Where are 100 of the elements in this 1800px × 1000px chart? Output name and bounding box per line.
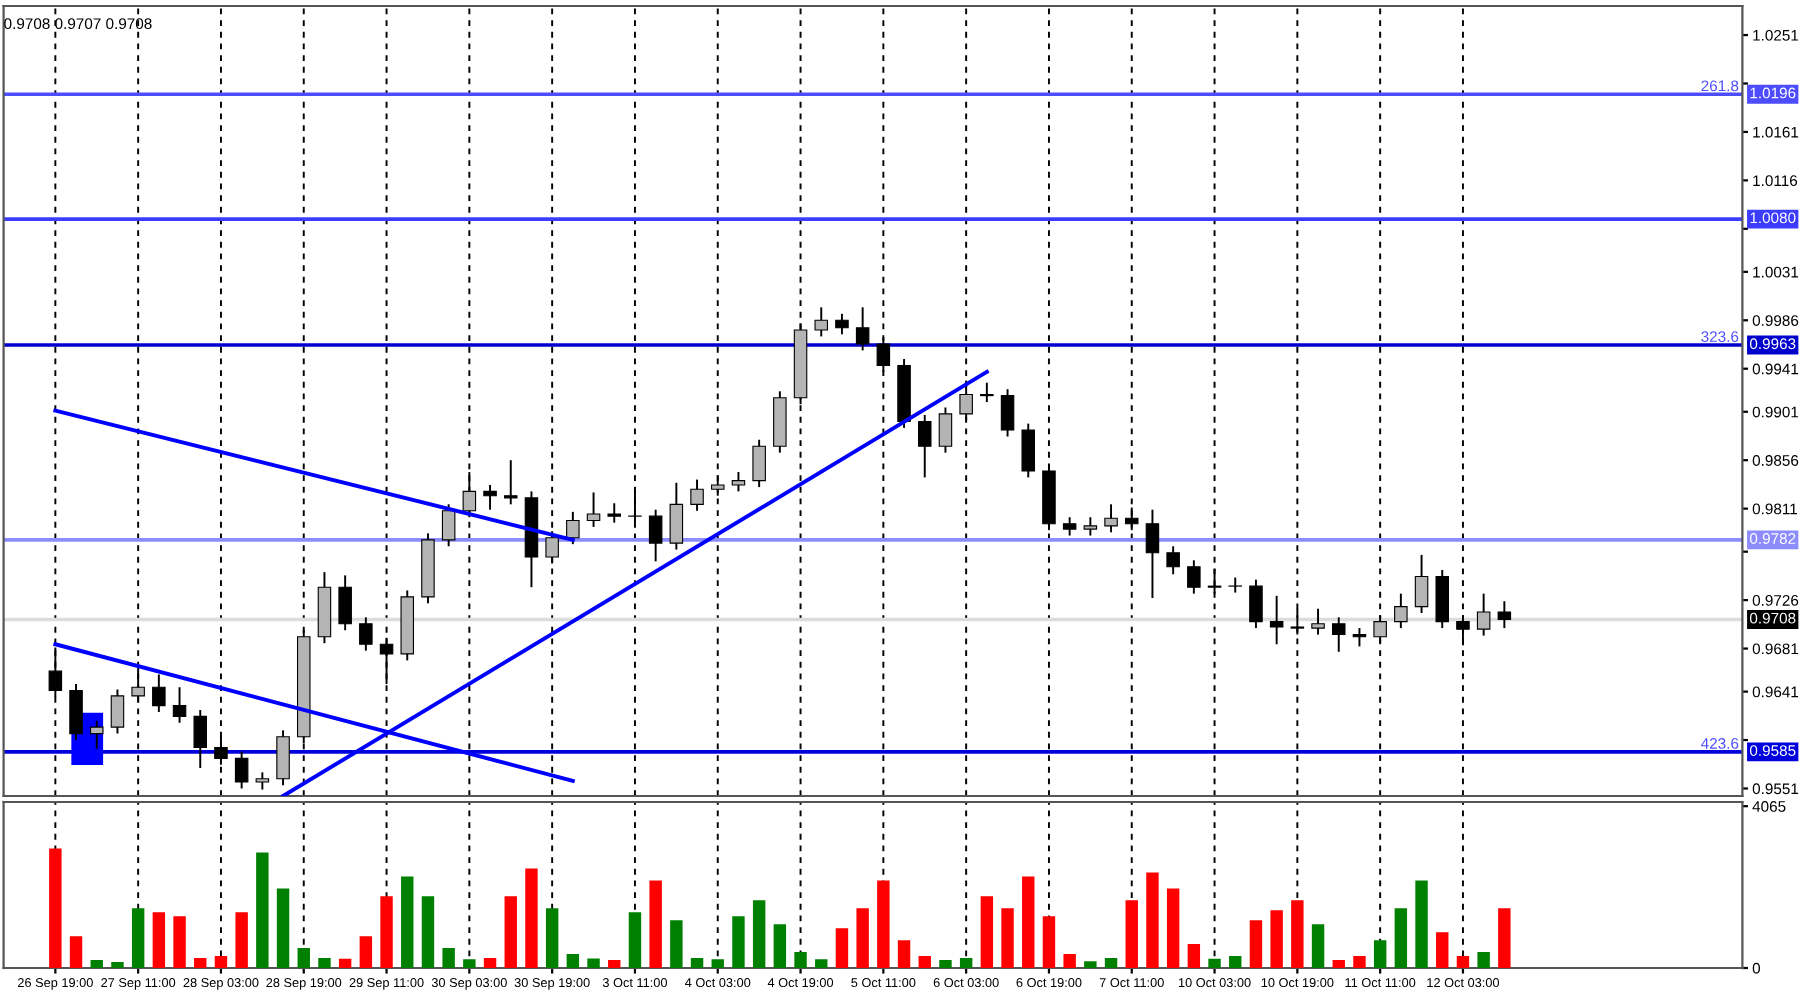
candlestick [917, 414, 932, 479]
bar [587, 958, 600, 968]
bar [69, 936, 83, 968]
candlestick [89, 719, 104, 750]
bar [1373, 940, 1387, 968]
bar [545, 908, 559, 968]
bar [1104, 958, 1118, 968]
candlestick [193, 708, 208, 769]
bar [1249, 920, 1263, 968]
bar [1063, 954, 1076, 968]
candlestick [1187, 559, 1201, 595]
bar [256, 852, 269, 968]
candlestick [586, 491, 601, 528]
candlestick [483, 483, 497, 511]
candlestick [338, 574, 352, 632]
bar [1436, 932, 1449, 968]
bar [194, 958, 207, 968]
bar [1332, 960, 1345, 968]
candlestick [441, 503, 456, 548]
bar [690, 958, 704, 968]
bar [504, 896, 517, 968]
candlestick [566, 510, 580, 546]
bar [1187, 944, 1201, 968]
candlestick [1435, 569, 1450, 630]
candlestick [690, 478, 704, 512]
bar [897, 940, 911, 968]
candlestick [1269, 594, 1284, 646]
bar [1415, 880, 1428, 968]
bar [49, 848, 62, 968]
bar [649, 880, 662, 968]
bar [877, 880, 890, 968]
candlestick [1000, 388, 1015, 438]
bar [276, 888, 290, 968]
candlestick [1104, 503, 1118, 534]
bar [1456, 956, 1470, 968]
candlestick [855, 306, 870, 352]
candlestick [172, 686, 187, 724]
bar [1498, 908, 1511, 968]
bar [608, 960, 621, 968]
bar [235, 912, 248, 968]
bar [918, 956, 931, 968]
candlestick [1352, 627, 1367, 648]
candlestick [1497, 600, 1512, 630]
candlestick [648, 508, 663, 563]
candlestick [1476, 592, 1491, 637]
bar [525, 868, 538, 968]
candlestick [835, 312, 849, 336]
bar [1001, 908, 1014, 968]
bar [959, 958, 973, 968]
bar [214, 956, 228, 968]
bar [1229, 956, 1242, 968]
bar [173, 916, 186, 968]
bar [1477, 952, 1490, 968]
bar [442, 948, 455, 968]
bar [939, 960, 952, 968]
bar [1353, 956, 1366, 968]
bar [1394, 908, 1408, 968]
candlestick [1414, 553, 1429, 614]
bar [732, 916, 745, 968]
bar [338, 958, 352, 968]
bar [483, 958, 497, 968]
candlestick [1249, 578, 1263, 630]
bar [1208, 958, 1221, 968]
candlestick [276, 729, 290, 787]
bar [401, 876, 414, 968]
bar [711, 959, 724, 968]
candlestick [359, 616, 373, 652]
candlestick [1021, 422, 1036, 479]
candlestick [1083, 516, 1098, 537]
bar [980, 896, 994, 968]
candlestick [1166, 545, 1180, 576]
bar [318, 958, 331, 968]
bar [1270, 910, 1283, 968]
candlestick [1311, 607, 1325, 636]
candlestick [731, 471, 746, 493]
bar [421, 896, 435, 968]
bar [1022, 876, 1035, 968]
candlestick [1394, 592, 1408, 630]
candlestick [1062, 516, 1077, 537]
bar [111, 962, 124, 968]
bar [794, 952, 807, 968]
candlestick [1331, 616, 1346, 653]
bar [152, 912, 166, 968]
candlestick [814, 306, 829, 338]
bar [1084, 961, 1097, 968]
bar [773, 924, 787, 968]
candlestick [1124, 506, 1139, 532]
bar [131, 908, 145, 968]
candlestick [110, 688, 125, 735]
candlestick [503, 459, 518, 506]
bar [856, 908, 869, 968]
candlestick [1456, 614, 1470, 647]
bar [815, 959, 828, 968]
bar [835, 928, 849, 968]
bar [752, 900, 766, 968]
bar [1042, 916, 1056, 968]
bar [566, 954, 580, 968]
bar [297, 948, 310, 968]
bar [359, 936, 373, 968]
candlestick [607, 502, 622, 524]
